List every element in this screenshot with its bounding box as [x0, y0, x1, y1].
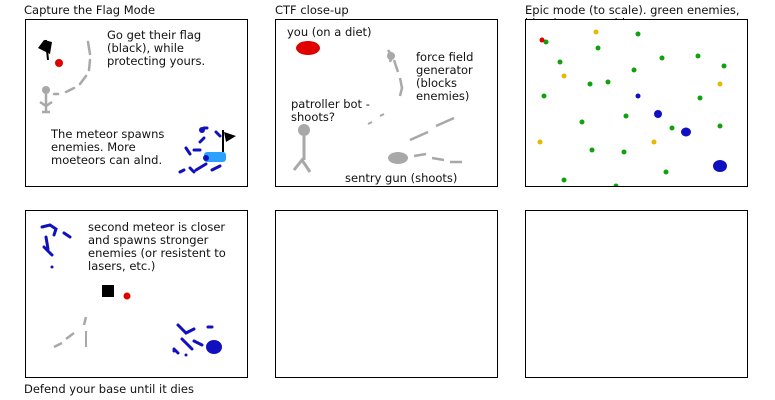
- panel-1-sketch: [38, 39, 236, 174]
- panel-4-sketch: [40, 223, 222, 357]
- patroller-bot: [298, 124, 310, 136]
- panel-capture-the-flag: Go get their flag (black), while protect…: [25, 19, 248, 187]
- player-dot: [55, 59, 63, 67]
- gray-path: [52, 40, 92, 96]
- panel-2-note-sentry: sentry gun (shoots): [345, 171, 458, 185]
- player-dot: [539, 37, 545, 43]
- panel-1-note-meteor: The meteor spawns enemies. More moeteors…: [51, 127, 165, 167]
- panel-2-note-force-field: force field generator (blocks enemies): [416, 50, 474, 103]
- panel-4-note: second meteor is closer and spawns stron…: [88, 220, 226, 273]
- gray-path: [53, 316, 88, 349]
- panel-epic-mode: [525, 19, 748, 187]
- panel-2-title: CTF close-up: [275, 3, 349, 17]
- blue-bosses: [635, 93, 727, 172]
- player-dot: [123, 292, 131, 300]
- gray-bot-head: [42, 86, 50, 94]
- gold-powerups: [537, 29, 723, 145]
- panel-2-note-patroller: patroller bot - shoots?: [291, 97, 370, 124]
- panel-1-title: Capture the Flag Mode: [24, 3, 156, 17]
- panel-2-note-you: you (on a diet): [287, 25, 372, 39]
- flag-pole: [45, 39, 49, 61]
- panel-empty-5: [275, 210, 498, 378]
- blue-enemies: [172, 323, 214, 355]
- blue-enemies: [178, 126, 222, 174]
- panel-ctf-closeup: you (on a diet) force field generator (b…: [275, 19, 498, 187]
- meteor-enemies: [40, 223, 72, 257]
- panel-second-meteor: second meteor is closer and spawns stron…: [25, 210, 248, 378]
- home-flag-icon: [224, 132, 236, 142]
- panel-1-note-flag: Go get their flag (black), while protect…: [107, 28, 206, 68]
- blue-base: [204, 152, 226, 162]
- shots: [409, 116, 455, 142]
- bottom-caption: Defend your base until it dies: [24, 382, 194, 396]
- sentry-gun: [388, 152, 408, 164]
- panel-3-sketch: [537, 29, 727, 186]
- green-enemies: [541, 31, 727, 186]
- black-base: [102, 285, 114, 297]
- panel-empty-6: [525, 210, 748, 378]
- player-blob: [296, 41, 320, 55]
- gray-bot-body: [39, 94, 53, 114]
- meteor: [206, 340, 222, 354]
- black-flag-icon: [38, 40, 52, 54]
- panel-2-sketch: [292, 41, 462, 173]
